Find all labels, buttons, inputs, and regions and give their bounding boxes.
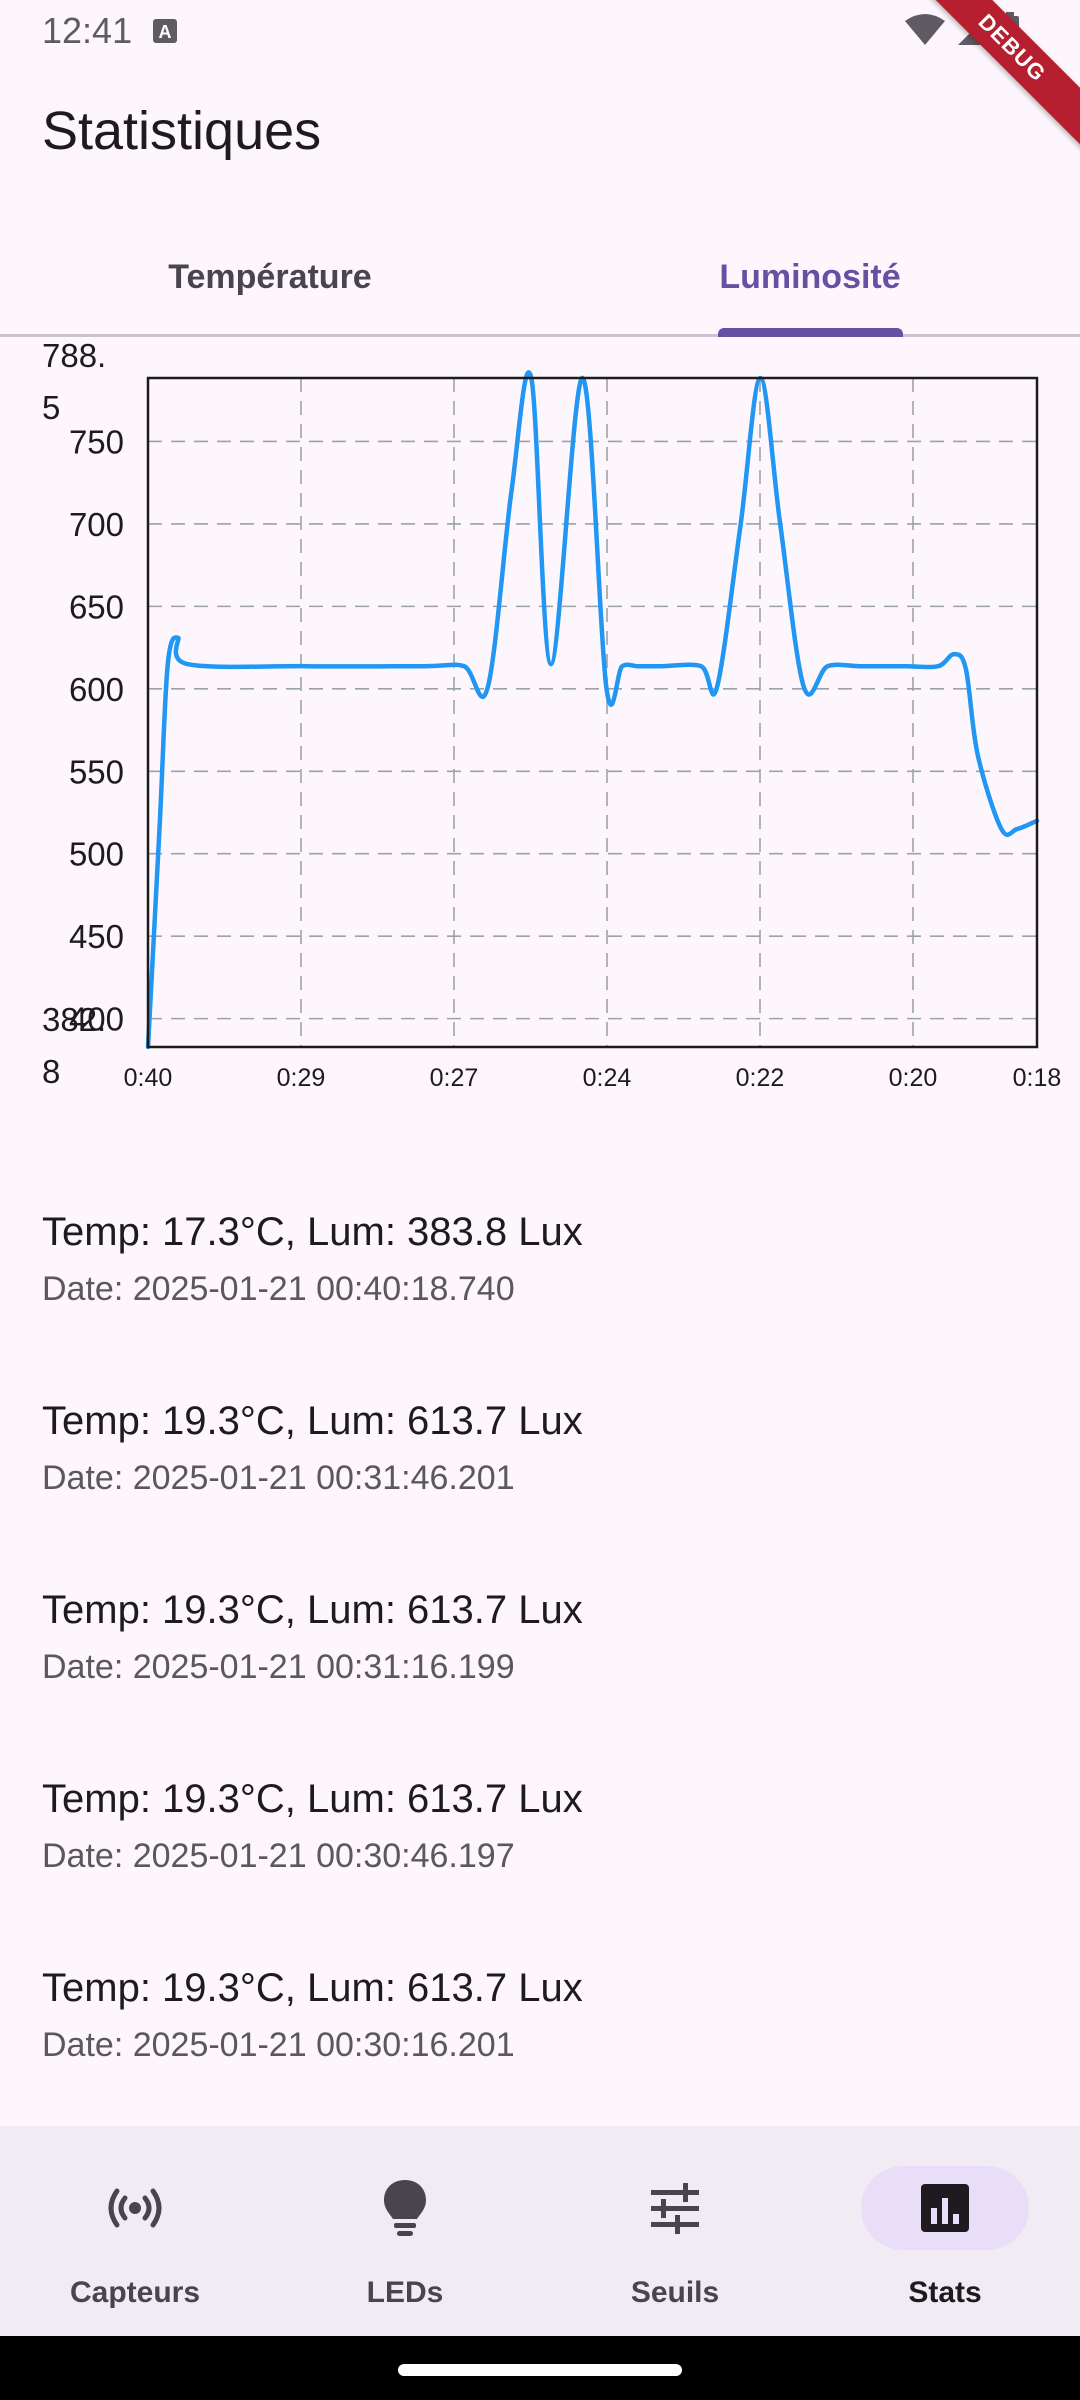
- reading-values: Temp: 19.3°C, Lum: 613.7 Lux: [42, 1588, 583, 1632]
- list-item[interactable]: Temp: 19.3°C, Lum: 613.7 Lux Date: 2025-…: [0, 1936, 1080, 2125]
- y-tick-label: 400: [69, 1001, 124, 1038]
- x-axis-ticks: 0:40 0:29 0:27 0:24 0:22 0:20 0:18: [124, 1064, 1062, 1092]
- nav-label-stats: Stats: [908, 2276, 982, 2309]
- x-tick-label: 0:20: [889, 1064, 938, 1092]
- reading-values: Temp: 19.3°C, Lum: 613.7 Lux: [42, 1777, 583, 1821]
- page-title: Statistiques: [42, 101, 322, 161]
- reading-date: Date: 2025-01-21 00:30:46.197: [42, 1837, 515, 1875]
- chart-frame: [146, 376, 1039, 1049]
- y-axis-extreme-labels: 788. 5 382. 8: [42, 337, 106, 1090]
- bar-chart-icon: [921, 2184, 969, 2232]
- x-tick-label: 0:40: [124, 1064, 173, 1092]
- luminosity-series-line: [145, 370, 1040, 1050]
- reading-values: Temp: 19.3°C, Lum: 613.7 Lux: [42, 1966, 583, 2010]
- reading-date: Date: 2025-01-21 00:30:16.201: [42, 2026, 515, 2064]
- y-tick-label: 650: [69, 588, 124, 625]
- sensors-icon: [108, 2188, 162, 2228]
- y-tick-label: 550: [69, 753, 124, 790]
- tab-temperature[interactable]: Température: [168, 257, 372, 296]
- x-tick-label: 0:24: [583, 1064, 632, 1092]
- nav-item-capteurs[interactable]: Capteurs: [0, 2126, 270, 2336]
- tab-indicator: [718, 328, 903, 337]
- lightbulb-icon: [384, 2180, 426, 2236]
- nav-item-leds[interactable]: LEDs: [270, 2126, 540, 2336]
- nav-label-capteurs: Capteurs: [69, 2276, 201, 2309]
- tab-bar: Température Luminosité: [0, 220, 1080, 337]
- y-tick-label: 600: [69, 671, 124, 708]
- nav-label-leds: LEDs: [366, 2276, 444, 2309]
- y-max-label: 788. 5: [42, 337, 106, 426]
- system-gesture-bar: [0, 2336, 1080, 2400]
- y-tick-label: 450: [69, 918, 124, 955]
- y-tick-label: 500: [69, 836, 124, 873]
- keyboard-a-icon: A: [153, 19, 177, 43]
- svg-text:A: A: [159, 22, 172, 42]
- y-min-label: 382. 8: [42, 1001, 106, 1090]
- status-bar: 12:41 A: [0, 0, 1080, 64]
- list-item[interactable]: Temp: 19.3°C, Lum: 613.7 Lux Date: 2025-…: [0, 1558, 1080, 1747]
- reading-date: Date: 2025-01-21 00:31:46.201: [42, 1459, 515, 1497]
- bottom-navigation-bar: Capteurs LEDs Seuils: [0, 2126, 1080, 2336]
- y-tick-label: 700: [69, 506, 124, 543]
- readings-list: Temp: 17.3°C, Lum: 383.8 Lux Date: 2025-…: [0, 1180, 1080, 2125]
- list-item[interactable]: Temp: 17.3°C, Lum: 383.8 Lux Date: 2025-…: [0, 1180, 1080, 1369]
- nav-item-stats[interactable]: Stats: [810, 2126, 1080, 2336]
- x-tick-label: 0:22: [736, 1064, 785, 1092]
- y-axis-ticks: 750 700 650 600 550 500 450 400: [69, 423, 124, 1037]
- luminosity-line-chart: 750 700 650 600 550 500 450 400 0:40 0:29 0:27 0:2…: [42, 337, 1062, 1092]
- wifi-icon: [905, 14, 945, 45]
- home-gesture-handle[interactable]: [398, 2364, 682, 2376]
- y-tick-label: 750: [69, 423, 124, 460]
- nav-item-seuils[interactable]: Seuils: [540, 2126, 810, 2336]
- reading-date: Date: 2025-01-21 00:40:18.740: [42, 1270, 515, 1308]
- reading-values: Temp: 19.3°C, Lum: 613.7 Lux: [42, 1399, 583, 1443]
- status-time: 12:41: [42, 10, 133, 51]
- chart-grid: [148, 378, 1037, 1047]
- x-tick-label: 0:18: [1013, 1064, 1062, 1092]
- reading-values: Temp: 17.3°C, Lum: 383.8 Lux: [42, 1210, 583, 1254]
- x-tick-label: 0:27: [430, 1064, 479, 1092]
- nav-label-seuils: Seuils: [630, 2276, 720, 2309]
- list-item[interactable]: Temp: 19.3°C, Lum: 613.7 Lux Date: 2025-…: [0, 1747, 1080, 1936]
- x-tick-label: 0:29: [277, 1064, 326, 1092]
- tab-luminosity[interactable]: Luminosité: [719, 257, 901, 296]
- reading-date: Date: 2025-01-21 00:31:16.199: [42, 1648, 515, 1686]
- tune-icon: [651, 2183, 699, 2234]
- list-item[interactable]: Temp: 19.3°C, Lum: 613.7 Lux Date: 2025-…: [0, 1369, 1080, 1558]
